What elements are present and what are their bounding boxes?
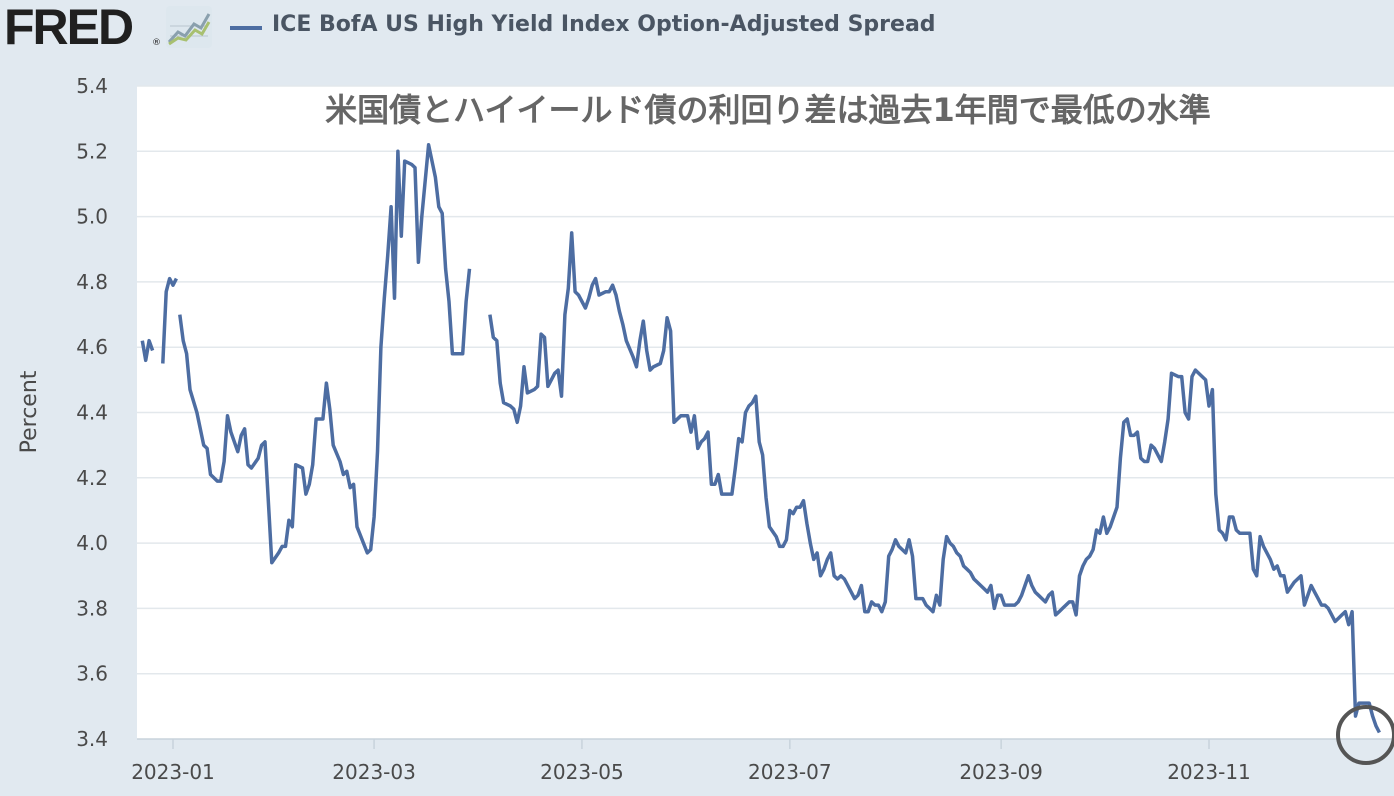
- y-tick-label: 5.0: [76, 205, 108, 229]
- series-lines: [140, 143, 1381, 734]
- series-line-segment: [161, 276, 178, 364]
- y-tick-label: 4.2: [76, 466, 108, 490]
- chart-title: 米国債とハイイールド債の利回り差は過去1年間で最低の水準: [325, 91, 1211, 129]
- header: FRED ® ICE BofA US High Yield Index Opti…: [0, 0, 1394, 62]
- y-tick-label: 4.8: [76, 270, 108, 294]
- x-tick-label: 2023-03: [332, 760, 416, 784]
- y-tick-label: 5.2: [76, 139, 108, 163]
- y-tick-label: 3.6: [76, 662, 108, 686]
- fred-logo[interactable]: FRED: [4, 0, 134, 55]
- y-tick-label: 3.4: [76, 727, 108, 751]
- x-tick-label: 2023-05: [540, 760, 624, 784]
- y-tick-label: 3.8: [76, 596, 108, 620]
- x-tick-label: 2023-09: [959, 760, 1043, 784]
- x-tick-label: 2023-01: [131, 760, 215, 784]
- y-tick-label: 4.6: [76, 335, 108, 359]
- y-axis-title: Percent: [17, 370, 42, 453]
- y-tick-label: 5.4: [76, 74, 108, 98]
- legend-swatch: [230, 26, 262, 30]
- series-line-segment: [178, 143, 472, 565]
- series-line-segment: [140, 338, 155, 363]
- y-tick-label: 4.0: [76, 531, 108, 555]
- line-chart-icon: [166, 6, 212, 48]
- x-tick-label: 2023-07: [748, 760, 832, 784]
- x-axis-ticks: 2023-01 2023-03 2023-05 2023-07 2023-09 2023-…: [131, 739, 1251, 784]
- latest-value-circle: [1336, 705, 1394, 765]
- registered-mark: ®: [152, 38, 161, 48]
- x-tick-label: 2023-11: [1167, 760, 1251, 784]
- series-line-segment: [488, 231, 1381, 734]
- grid-lines: [137, 85, 1394, 740]
- legend-label[interactable]: ICE BofA US High Yield Index Option-Adju…: [272, 12, 936, 37]
- y-axis-ticks: 3.4 3.6 3.8 4.0 4.2 4.4 4.6 4.8 5.0 5.2 5.4: [76, 74, 108, 751]
- y-tick-label: 4.4: [76, 401, 108, 425]
